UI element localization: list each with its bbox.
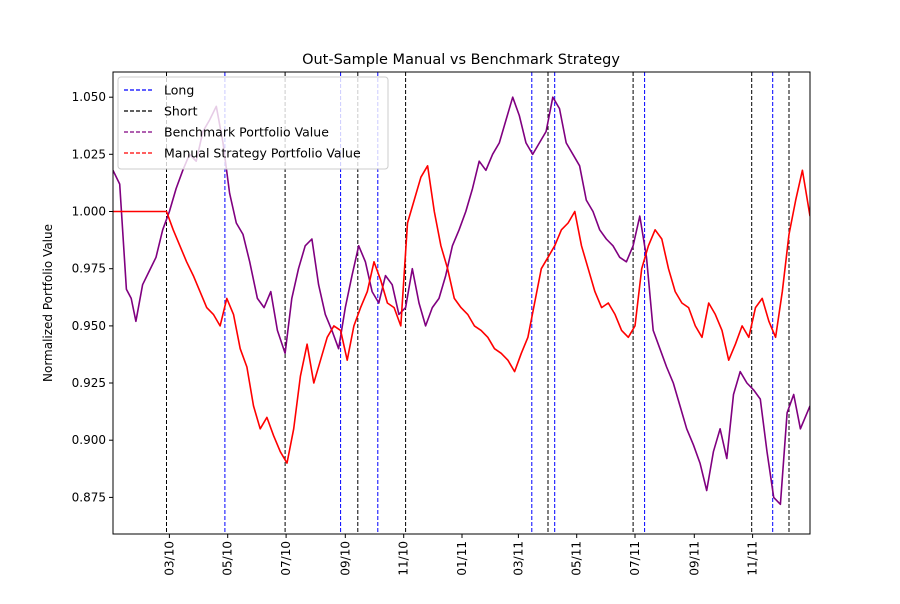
y-tick-label: 1.000 [72, 205, 106, 219]
legend-box [117, 76, 389, 170]
y-tick-label: 0.975 [72, 262, 106, 276]
x-tick-label: 07/10 [279, 541, 293, 576]
x-tick-label: 11/10 [397, 541, 411, 576]
manual-strategy-series-line [113, 165, 810, 464]
chart-title: Out-Sample Manual vs Benchmark Strategy [302, 52, 620, 68]
x-tick-label: 03/10 [162, 541, 176, 576]
y-axis-label: Normalized Portfolio Value [41, 224, 55, 382]
x-tick-label: 03/11 [511, 541, 525, 576]
legend-label: Short [164, 104, 198, 119]
x-tick-label: 09/10 [338, 541, 352, 576]
y-tick-label: 0.875 [72, 490, 106, 504]
y-tick-label: 1.050 [72, 90, 106, 104]
x-tick-label: 11/11 [746, 541, 760, 576]
legend-label: Long [164, 83, 194, 98]
legend-label: Manual Strategy Portfolio Value [164, 146, 361, 161]
x-axis: 03/10 05/10 07/10 09/10 11/10 01/11 03/11 05/11… [162, 534, 760, 576]
legend: Long Short Benchmark Portfolio Value Manual… [117, 76, 389, 170]
y-tick-label: 0.950 [72, 319, 106, 333]
y-tick-label: 0.925 [72, 376, 106, 390]
x-tick-label: 05/10 [221, 541, 235, 576]
x-tick-label: 09/11 [687, 541, 701, 576]
y-axis: 0.875 0.900 0.925 0.950 0.975 1.000 1.025 1.050 [72, 90, 113, 504]
y-tick-label: 0.900 [72, 433, 106, 447]
y-tick-label: 1.025 [72, 147, 106, 161]
x-tick-label: 07/11 [628, 541, 642, 576]
x-tick-label: 01/11 [455, 541, 469, 576]
legend-label: Benchmark Portfolio Value [164, 125, 329, 140]
x-tick-label: 05/11 [570, 541, 584, 576]
